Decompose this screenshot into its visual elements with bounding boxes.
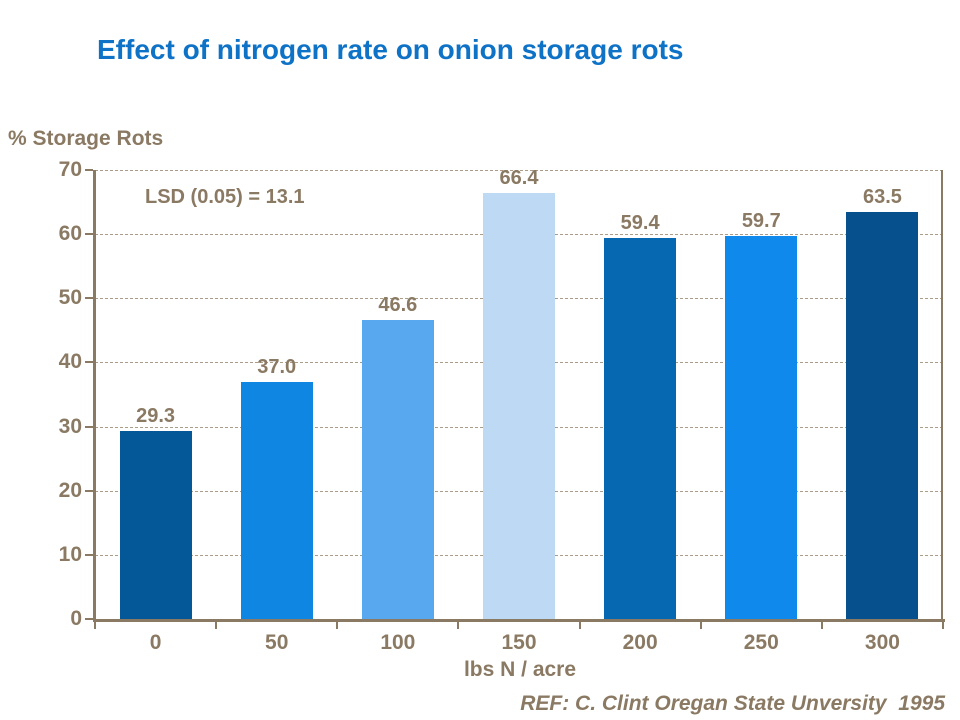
bar bbox=[846, 211, 919, 619]
y-tick-mark bbox=[85, 489, 93, 492]
y-tick-mark bbox=[85, 169, 93, 171]
x-tick-mark bbox=[820, 622, 823, 629]
bar-value-label: 29.3 bbox=[136, 405, 176, 428]
x-tick-label: 50 bbox=[265, 631, 289, 654]
y-tick-mark bbox=[85, 618, 93, 620]
plot-right-border bbox=[941, 170, 943, 619]
y-tick-mark bbox=[85, 297, 93, 300]
y-tick-mark bbox=[85, 553, 93, 556]
x-tick-mark bbox=[215, 622, 218, 629]
y-tick-mark bbox=[85, 361, 93, 364]
source-footer: REF: C. Clint Oregan State Unversity 199… bbox=[520, 692, 945, 715]
bar-value-label: 59.7 bbox=[741, 210, 781, 233]
x-tick-mark bbox=[699, 622, 702, 629]
x-axis-title: lbs N / acre bbox=[463, 658, 577, 681]
bar-value-label: 63.5 bbox=[862, 185, 902, 208]
plot-area bbox=[95, 170, 943, 619]
x-tick-label: 300 bbox=[864, 631, 900, 654]
y-tick-label: 60 bbox=[58, 222, 82, 246]
bar bbox=[119, 431, 192, 619]
x-tick-mark bbox=[457, 622, 460, 629]
x-tick-label: 0 bbox=[149, 631, 162, 654]
y-tick-label: 30 bbox=[58, 414, 82, 438]
y-tick-label: 0 bbox=[70, 607, 82, 630]
y-axis-line bbox=[93, 170, 96, 622]
gridline bbox=[95, 170, 943, 171]
bar bbox=[725, 236, 798, 619]
x-axis-line bbox=[93, 619, 945, 622]
bar-value-label: 37.0 bbox=[257, 355, 297, 378]
x-tick-label: 150 bbox=[501, 631, 537, 654]
page-title: Effect of nitrogen rate on onion storage… bbox=[97, 34, 684, 65]
y-axis-title: % Storage Rots bbox=[8, 127, 164, 150]
bar-value-label: 66.4 bbox=[499, 167, 539, 190]
bar bbox=[361, 320, 434, 619]
y-tick-mark bbox=[85, 233, 93, 236]
bar bbox=[604, 238, 677, 619]
y-tick-label: 50 bbox=[58, 286, 82, 310]
y-tick-mark bbox=[85, 425, 93, 428]
x-tick-mark bbox=[94, 622, 96, 629]
x-tick-mark bbox=[578, 622, 581, 629]
bar-value-label: 46.6 bbox=[378, 294, 418, 317]
y-tick-label: 20 bbox=[58, 478, 82, 502]
x-tick-label: 100 bbox=[380, 631, 416, 654]
bar bbox=[483, 193, 555, 619]
y-tick-label: 40 bbox=[58, 350, 82, 374]
bar bbox=[240, 381, 313, 619]
x-tick-label: 250 bbox=[743, 631, 779, 654]
y-tick-label: 10 bbox=[58, 542, 82, 566]
x-tick-mark bbox=[336, 622, 339, 629]
lsd-annotation: LSD (0.05) = 13.1 bbox=[145, 186, 305, 208]
bar-value-label: 59.4 bbox=[620, 211, 660, 234]
x-tick-mark bbox=[942, 622, 944, 629]
y-tick-label: 70 bbox=[58, 158, 82, 181]
x-tick-label: 200 bbox=[622, 631, 658, 654]
